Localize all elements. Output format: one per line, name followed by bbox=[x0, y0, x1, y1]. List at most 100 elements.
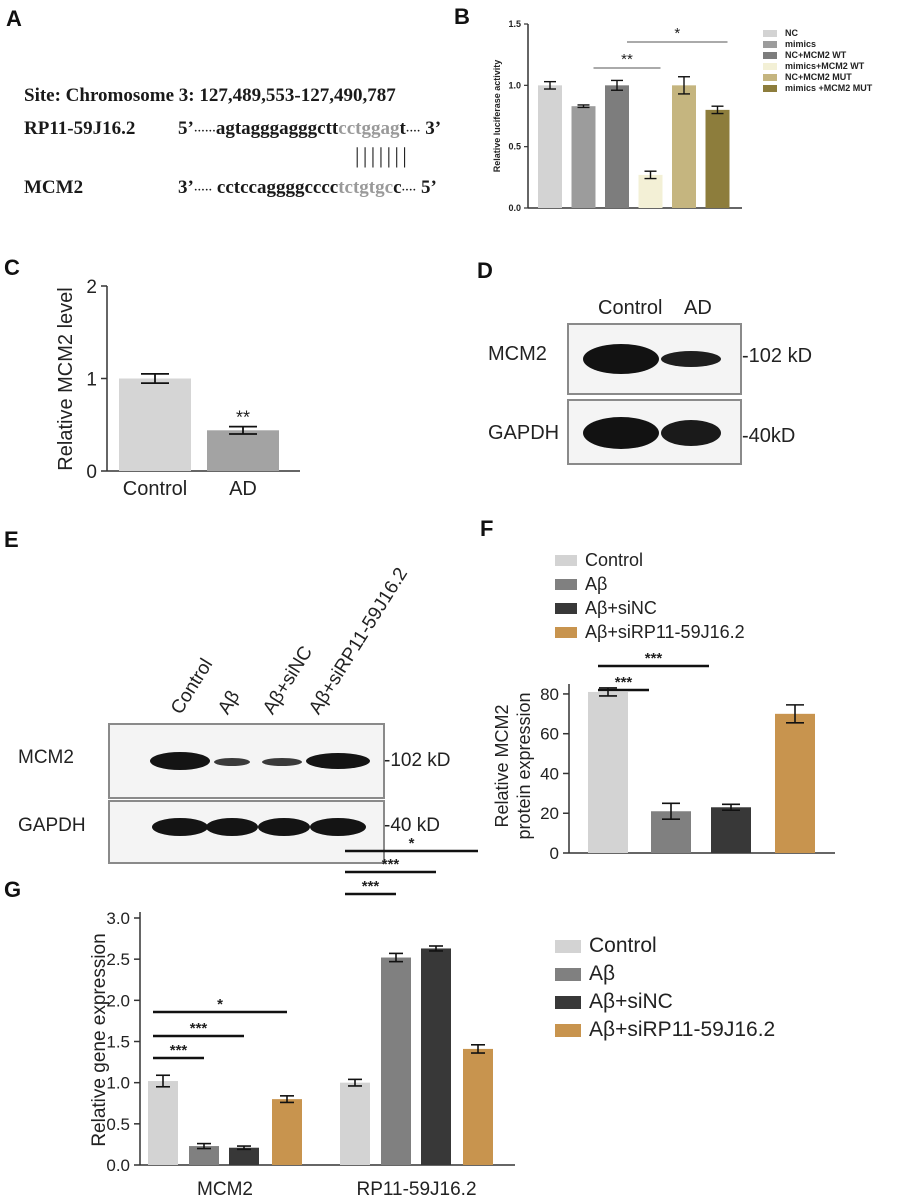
legB-label: mimics +MCM2 MUT bbox=[785, 83, 873, 93]
legB-item: NC+MCM2 WT bbox=[763, 50, 872, 60]
gene-seq-tail: c bbox=[393, 177, 402, 198]
gene-seq-seed: tctgtgc bbox=[338, 177, 394, 198]
b-ytick-label: 1.0 bbox=[508, 80, 521, 90]
legG-swatch bbox=[555, 1023, 581, 1037]
f-ytick-label: 80 bbox=[540, 685, 559, 704]
panel-label-f: F bbox=[480, 516, 494, 541]
legB-item: mimics bbox=[763, 39, 872, 49]
panel-label-d: D bbox=[477, 258, 493, 283]
panel-label-c: C bbox=[4, 255, 20, 280]
rna-5prime: 5’ bbox=[178, 118, 194, 139]
rna-3prime: 3’ bbox=[425, 118, 442, 139]
blot-d-mcm2-strip bbox=[567, 323, 742, 395]
g-ytick-label: 0.5 bbox=[106, 1115, 130, 1134]
c-xtick-label: Control bbox=[123, 478, 187, 500]
blot-d-size-102: -102 kD bbox=[742, 345, 813, 367]
legG-label: Aβ+siRP11-59J16.2 bbox=[589, 1018, 776, 1041]
legB-label: NC+MCM2 WT bbox=[785, 50, 847, 60]
legF-swatch bbox=[555, 555, 577, 566]
gene-dots: ····· bbox=[193, 184, 213, 196]
blot-d-row-mcm2: MCM2 bbox=[488, 343, 547, 365]
c-ylabel: Relative MCM2 level bbox=[55, 287, 77, 470]
gene-tail-dots: ···· bbox=[401, 184, 417, 196]
legB-item: mimics +MCM2 MUT bbox=[763, 83, 872, 93]
g-bar bbox=[381, 957, 411, 1165]
blot-e-gapdh-band-abeta bbox=[206, 818, 258, 836]
panel-label-e: E bbox=[4, 527, 19, 552]
blot-e-mcm2-band-control bbox=[150, 752, 210, 770]
b-ytick-label: 0.5 bbox=[508, 142, 521, 152]
legB-label: NC+MCM2 MUT bbox=[785, 72, 852, 82]
legend-g: Control Aβ Aβ+siNC Aβ+siRP11-59J16.2 bbox=[555, 934, 775, 1046]
blot-d-lane-ad: AD bbox=[684, 297, 712, 319]
legG-item: Control bbox=[555, 934, 775, 958]
blot-d-mcm2-band-control bbox=[583, 344, 659, 374]
g-ytick-label: 1.0 bbox=[106, 1074, 130, 1093]
f-ylabel: Relative MCM2 bbox=[492, 704, 512, 827]
legG-label: Aβ bbox=[589, 962, 616, 985]
legB-label: mimics bbox=[785, 39, 817, 49]
g-bar bbox=[229, 1147, 259, 1165]
gene-sequence: 3’····· cctccaggggcccctctgtgcc···· 5’ bbox=[178, 177, 437, 199]
gene-name: MCM2 bbox=[24, 177, 84, 198]
c-ytick-label: 1 bbox=[86, 370, 97, 391]
base-pair-marks: | | | | | | | bbox=[355, 143, 407, 168]
g-sig-label: * bbox=[409, 835, 415, 852]
legB-label: mimics+MCM2 WT bbox=[785, 61, 865, 71]
legG-swatch bbox=[555, 995, 581, 1009]
legend-b: NC mimics NC+MCM2 WT mimics+MCM2 WT NC+MCM2 … bbox=[763, 28, 872, 94]
b-bar bbox=[538, 85, 562, 208]
legG-label: Control bbox=[589, 934, 657, 957]
chart-b-luciferase: 0.0 0.5 1.0 1.5 Relative luciferase activity… bbox=[492, 19, 742, 213]
legF-label: Aβ+siNC bbox=[585, 598, 657, 618]
chart-f-protein: 0 20 40 60 80 Relative MCM2 protein expression… bbox=[492, 650, 835, 863]
g-bar bbox=[148, 1081, 178, 1165]
c-bar bbox=[119, 378, 191, 471]
legB-item: mimics+MCM2 WT bbox=[763, 61, 872, 71]
rna-tail-dots: ···· bbox=[405, 125, 421, 137]
rna-seq-seed: cctggag bbox=[338, 118, 400, 139]
b-ytick-label: 1.5 bbox=[508, 19, 521, 29]
blot-e-mcm2-band-sinc bbox=[262, 758, 302, 766]
blot-d-lane-control: Control bbox=[598, 297, 663, 319]
g-bar bbox=[463, 1048, 493, 1165]
f-bar bbox=[588, 691, 628, 853]
blot-e-gapdh-band-control bbox=[152, 818, 208, 836]
legF-swatch bbox=[555, 603, 577, 614]
legB-item: NC bbox=[763, 28, 872, 38]
legG-swatch bbox=[555, 967, 581, 981]
blot-e-row-gapdh: GAPDH bbox=[18, 815, 86, 836]
gene-5prime: 5’ bbox=[420, 177, 437, 198]
blot-d-gapdh-band-ad bbox=[661, 420, 721, 446]
legB-swatch bbox=[763, 51, 777, 59]
g-sig-label: *** bbox=[190, 1020, 208, 1037]
rna-seq-tail: t bbox=[399, 118, 406, 139]
panel-label-a: A bbox=[6, 6, 22, 31]
legend-f: Control Aβ Aβ+siNC Aβ+siRP11-59J16.2 bbox=[555, 550, 745, 646]
rna-seq-main: agtagggagggctt bbox=[215, 118, 339, 139]
panel-label-g: G bbox=[4, 877, 22, 902]
legB-swatch bbox=[763, 62, 777, 70]
rna-name: RP11-59J16.2 bbox=[24, 118, 136, 139]
f-ytick-label: 0 bbox=[550, 844, 559, 863]
g-bar bbox=[189, 1146, 219, 1165]
legF-item: Aβ+siNC bbox=[555, 598, 745, 619]
b-bar bbox=[605, 85, 629, 208]
g-ytick-label: 1.5 bbox=[106, 1033, 130, 1052]
f-sig-label: *** bbox=[645, 650, 663, 667]
g-bar bbox=[340, 1082, 370, 1165]
blot-e-mcm2-band-abeta bbox=[214, 758, 250, 766]
chart-c-mcm2-level: 0 1 2 Relative MCM2 level Control AD ** bbox=[55, 277, 300, 500]
f-ylabel-2: protein expression bbox=[514, 692, 534, 839]
legF-label: Aβ+siRP11-59J16.2 bbox=[585, 622, 745, 642]
f-ytick-label: 40 bbox=[540, 764, 559, 783]
blot-e-mcm2-band-sirp bbox=[306, 753, 370, 769]
legF-label: Control bbox=[585, 550, 644, 570]
c-xtick-label: AD bbox=[229, 478, 257, 500]
legF-swatch bbox=[555, 579, 577, 590]
blot-e-gapdh-strip bbox=[108, 800, 385, 864]
g-ytick-label: 2.5 bbox=[106, 950, 130, 969]
legG-item: Aβ+siNC bbox=[555, 990, 775, 1014]
g-xtick-label: RP11-59J16.2 bbox=[356, 1179, 476, 1200]
